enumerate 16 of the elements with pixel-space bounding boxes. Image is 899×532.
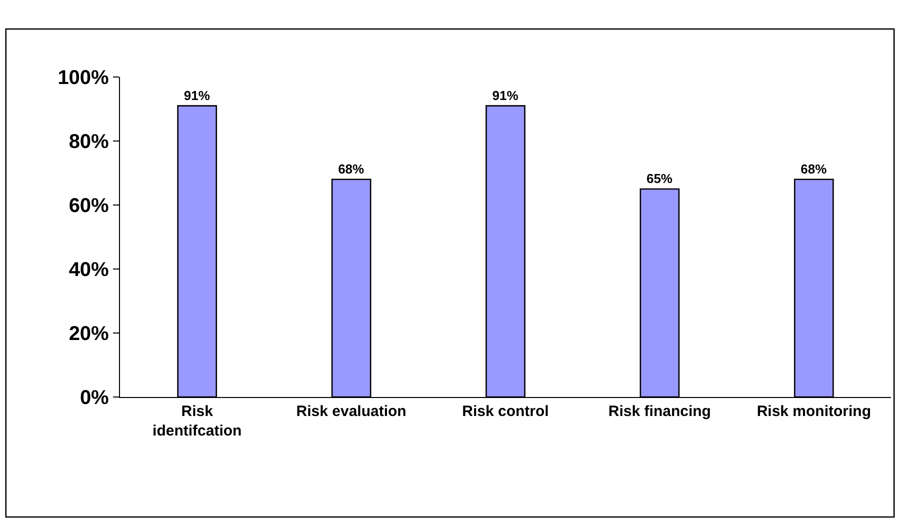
y-tick-label: 0% <box>80 387 110 409</box>
x-tick-label: Risk financing <box>608 403 711 420</box>
y-tick-label: 100% <box>58 67 110 89</box>
y-tick-label: 40% <box>68 259 110 281</box>
x-tick-label: Risk control <box>462 403 549 420</box>
data-label: 91% <box>184 88 210 103</box>
data-label: 65% <box>646 171 673 186</box>
y-tick-label: 60% <box>68 195 110 217</box>
data-label: 68% <box>800 161 828 176</box>
x-tick-label: Risk identifcation <box>152 403 242 440</box>
x-tick-label: Risk monitoring <box>756 403 871 420</box>
data-label: 68% <box>338 161 365 176</box>
y-tick-label: 80% <box>68 131 110 153</box>
y-tick-label: 20% <box>68 323 110 345</box>
x-tick-label: Risk evaluation <box>296 403 406 420</box>
data-label: 91% <box>492 88 519 103</box>
